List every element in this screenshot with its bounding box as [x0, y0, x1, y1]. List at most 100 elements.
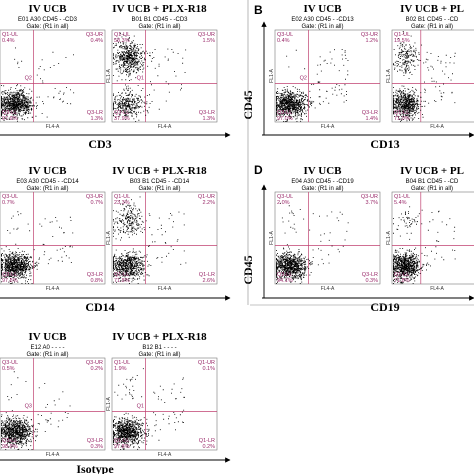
plot-gate: Gate: (R1 in all) — [138, 186, 180, 192]
plot-frame — [111, 29, 218, 123]
quadrant-ur-value: 1.2% — [365, 38, 378, 44]
event-dots — [113, 368, 185, 450]
quadrant-ll-label: Q1-LL — [394, 110, 409, 116]
x-channel-label: FL4-A — [430, 286, 444, 292]
quadrant-lr-label: Q3-LR — [87, 272, 103, 278]
quadrant-ur-value: 1.5% — [202, 38, 215, 44]
plot-frame — [111, 357, 218, 451]
y-channel-label: FL1-A — [106, 397, 112, 411]
quadrant-ll-label: Q1-LL — [114, 438, 129, 444]
quadrant-ll-label: Q3-LL — [114, 110, 129, 116]
panel-letter: B — [254, 3, 263, 17]
quadrant-lr-label: Q1-LR — [199, 272, 215, 278]
quadrant-ur-label: Q3-UR — [86, 194, 103, 200]
plot-header: E02 A30 CD45 - -CD13 — [291, 17, 354, 23]
quadrant-lr-value: 1.3% — [90, 116, 103, 122]
quadrant-ll-label: Q3-LL — [2, 110, 17, 116]
quadrant-lr-value: 0.3% — [365, 278, 378, 284]
quadrant-ul-label: Q1-UL — [114, 32, 130, 38]
plot-title: IV UCB — [28, 165, 67, 177]
plot-header: E12 A0 - - - - — [30, 345, 64, 351]
x-axis-marker-label: CD3 — [88, 137, 111, 151]
quadrant-ul-label: Q1-UL — [114, 194, 130, 200]
plot-frame — [0, 357, 106, 451]
x-channel-label: FL4-A — [46, 124, 60, 130]
quadrant-gate-label: Q2 — [25, 75, 32, 81]
quadrant-lr-label: Q3-LR — [362, 110, 378, 116]
quadrant-gate-label: Q3 — [25, 403, 32, 409]
x-channel-label: FL4-A — [158, 286, 172, 292]
quadrant-ur-value: 0.1% — [202, 366, 215, 372]
plot-title: IV UCB — [303, 3, 342, 15]
x-axis-marker-label: CD13 — [370, 137, 399, 151]
x-axis-marker-label: CD19 — [370, 300, 399, 314]
plot-header: B04 B1 CD45 - -CD — [406, 179, 459, 185]
quadrant-ul-value: 0.7% — [2, 200, 15, 206]
quadrant-ul-value: 2.0% — [277, 200, 290, 206]
quadrant-ur-label: Q3-UR — [361, 32, 378, 38]
quadrant-ul-value: 0.4% — [2, 38, 15, 44]
panel-letter: D — [254, 163, 263, 177]
x-channel-label: FL4-A — [46, 286, 60, 292]
quadrant-lr-label: Q3-LR — [87, 110, 103, 116]
quadrant-lr-value: 2.6% — [202, 278, 215, 284]
plot-gate: Gate: (R1 in all) — [411, 186, 453, 192]
event-dots — [1, 211, 74, 284]
quadrant-ul-label: Q3-UL — [277, 194, 293, 200]
quadrant-ur-value: 2.2% — [202, 200, 215, 206]
quadrant-lr-label: Q3-LR — [199, 110, 215, 116]
quadrant-ur-label: Q3-UR — [86, 360, 103, 366]
quadrant-lr-value: 0.2% — [202, 444, 215, 450]
quadrant-ll-value: 97.0% — [277, 116, 293, 122]
event-dots — [276, 49, 349, 122]
plot-title: IV UCB + PLX-R18 — [112, 331, 207, 343]
quadrant-ul-value: 0.4% — [277, 38, 290, 44]
quadrant-ul-value: 1.9% — [114, 366, 127, 372]
plot-gate: Gate: (R1 in all) — [26, 24, 68, 30]
plot-header: B01 B1 CD45 - -CD3 — [131, 17, 188, 23]
quadrant-ll-value: 97.9% — [2, 116, 18, 122]
quadrant-ur-value: 3.7% — [365, 200, 378, 206]
plot-frame — [111, 191, 218, 285]
quadrant-ul-value: 0.5% — [2, 366, 15, 372]
event-dots — [113, 196, 187, 284]
quadrant-ll-value: 94.1% — [277, 278, 293, 284]
plot-gate: Gate: (R1 in all) — [301, 186, 343, 192]
quadrant-ur-label: Q1-UR — [198, 194, 215, 200]
plot-title: IV UCB — [28, 331, 67, 343]
plot-gate: Gate: (R1 in all) — [26, 186, 68, 192]
quadrant-ll-value: 71.8% — [114, 278, 130, 284]
quadrant-ll-label: Q1-LL — [114, 272, 129, 278]
plot-frame — [0, 29, 106, 123]
plot-gate: Gate: (R1 in all) — [138, 24, 180, 30]
quadrant-ll-value: 71.8% — [394, 278, 410, 284]
y-channel-label: FL1-A — [386, 231, 392, 245]
dot-plot: IV UCB + PLX-R18 B03 B1 CD45 - -CD14Gate:… — [106, 165, 218, 292]
x-axis-marker-label: CD14 — [85, 300, 114, 314]
x-axis-marker-label: Isotype — [76, 462, 114, 474]
quadrant-ll-label: Q3-LL — [2, 272, 17, 278]
quadrant-ur-label: Q3-UR — [86, 32, 103, 38]
quadrant-ul-value: 58.3% — [114, 38, 130, 44]
quadrant-lr-value: 0.3% — [90, 444, 103, 450]
plot-gate: Gate: (R1 in all) — [411, 24, 453, 30]
y-channel-label: FL1-A — [106, 231, 112, 245]
plot-frame — [274, 29, 381, 123]
quadrant-ur-value: 0.7% — [90, 200, 103, 206]
plot-header: B02 B1 CD45 - -CD — [406, 17, 459, 23]
quadrant-ll-value: 97.8% — [2, 278, 18, 284]
quadrant-ul-label: Q1-UL — [394, 194, 410, 200]
plot-header: E01 A30 CD45 - -CD3 — [18, 17, 78, 23]
plot-gate: Gate: (R1 in all) — [26, 352, 68, 358]
x-channel-label: FL4-A — [321, 286, 335, 292]
x-channel-label: FL4-A — [430, 124, 444, 130]
quadrant-ur-value: 0.2% — [90, 366, 103, 372]
quadrant-ul-label: Q3-UL — [2, 360, 18, 366]
